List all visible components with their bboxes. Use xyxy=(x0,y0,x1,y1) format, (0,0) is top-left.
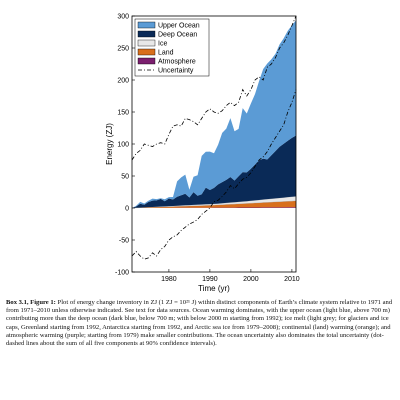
x-tick-label: 1990 xyxy=(202,276,218,283)
energy-inventory-chart: -100 -50 0 50 100 150 200 250 300 1980 1990 2000 201… xyxy=(105,14,300,294)
uncertainty-upper-line xyxy=(131,15,297,161)
legend-swatch-ice xyxy=(137,39,156,47)
x-tick-label: 2000 xyxy=(243,276,259,283)
area-land xyxy=(132,200,296,208)
y-tick-label: 200 xyxy=(117,78,129,85)
legend-swatch-atmosphere xyxy=(137,57,156,65)
legend-label-upper-ocean: Upper Ocean xyxy=(158,23,200,30)
chart-legend: Upper Ocean Deep Ocean Ice Land Atmosphere Un… xyxy=(134,18,210,77)
legend-label-uncertainty: Uncertainty xyxy=(158,68,194,75)
area-atmosphere xyxy=(132,207,296,208)
y-tick-label: 100 xyxy=(117,142,129,149)
y-tick-label: 0 xyxy=(125,206,129,213)
y-tick-label: 250 xyxy=(117,46,129,53)
y-tick-label: -50 xyxy=(119,238,129,245)
y-axis-label: Energy (ZJ) xyxy=(105,123,114,165)
legend-label-deep-ocean: Deep Ocean xyxy=(158,32,197,39)
legend-swatch-upper-ocean xyxy=(137,21,156,29)
legend-label-atmosphere: Atmosphere xyxy=(158,59,196,66)
uncertainty-lower-line xyxy=(131,89,297,260)
y-tick-label: -100 xyxy=(115,270,129,277)
legend-label-land: Land xyxy=(158,50,174,57)
legend-label-ice: Ice xyxy=(158,41,167,48)
x-tick-label: 1980 xyxy=(161,276,177,283)
x-axis-label: Time (yr) xyxy=(198,284,230,293)
x-tick-label: 2010 xyxy=(284,276,300,283)
y-tick-label: 50 xyxy=(121,174,129,181)
y-tick-label: 300 xyxy=(117,14,129,21)
area-deep-ocean xyxy=(132,135,296,208)
legend-swatch-deep-ocean xyxy=(137,30,156,38)
legend-swatch-land xyxy=(137,48,156,56)
caption-text: Plot of energy change inventory in ZJ (1… xyxy=(6,299,393,348)
legend-box xyxy=(134,18,210,77)
area-upper-ocean xyxy=(132,20,296,208)
y-tick-label: 150 xyxy=(117,110,129,117)
caption-title: Box 3.1, Figure 1: xyxy=(6,299,56,306)
figure-caption: Box 3.1, Figure 1: Plot of energy change… xyxy=(6,299,394,348)
